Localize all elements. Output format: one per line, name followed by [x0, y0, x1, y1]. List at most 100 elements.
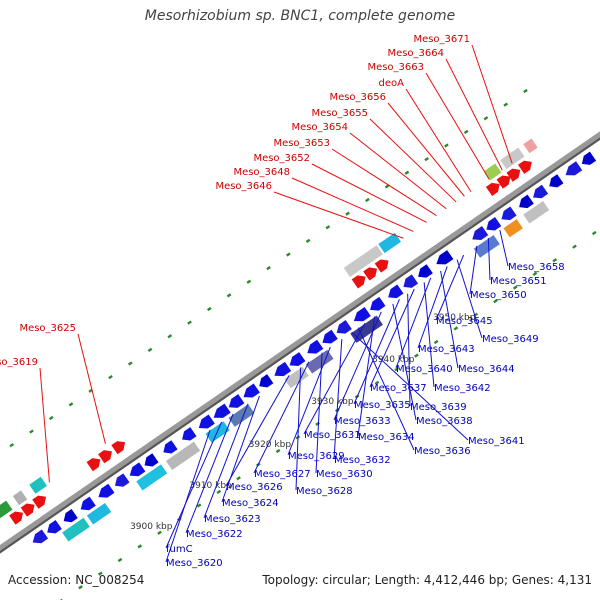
reverse-gene-label[interactable]: Meso_3640 [396, 364, 453, 375]
reverse-gene-label[interactable]: Meso_3644 [458, 364, 515, 375]
tick-mark [433, 339, 439, 345]
reverse-gene-arrow[interactable] [370, 296, 386, 311]
reverse-gene-label[interactable]: Meso_3634 [358, 432, 415, 443]
reverse-gene-arrow[interactable] [163, 440, 178, 454]
reverse-gene-label[interactable]: fumC [166, 544, 193, 555]
reverse-gene-label[interactable]: Meso_3622 [186, 529, 243, 540]
reverse-gene-arrow[interactable] [565, 161, 583, 176]
forward-gene-arrow[interactable] [9, 511, 24, 525]
reverse-gene-label[interactable]: Meso_3641 [468, 436, 525, 447]
scale-label: 3940 kbp [372, 355, 415, 365]
reverse-gene-arrow[interactable] [47, 519, 62, 534]
reverse-gene-label[interactable]: Meso_3635 [354, 400, 411, 411]
forward-gene-arrow[interactable] [111, 441, 126, 455]
reverse-gene-label[interactable]: Meso_3632 [334, 455, 391, 466]
reverse-gene-arrow[interactable] [403, 274, 419, 288]
forward-gene-label[interactable]: deoA [379, 78, 405, 89]
forward-gene-arrow[interactable] [86, 458, 101, 472]
reverse-gene-label[interactable]: Meso_3649 [482, 334, 539, 345]
forward-gene-label[interactable]: Meso_3652 [253, 153, 310, 164]
reverse-gene-label[interactable]: Meso_3658 [508, 262, 565, 273]
reverse-gene-arrow[interactable] [80, 496, 96, 511]
reverse-gene-arrow[interactable] [581, 151, 597, 165]
reverse-gene-label[interactable]: Meso_3650 [470, 290, 527, 301]
tick-mark [414, 353, 419, 358]
reverse-gene-arrow[interactable] [63, 508, 78, 523]
forward-gene-label[interactable]: Meso_3655 [311, 108, 368, 119]
reverse-gene-arrow[interactable] [259, 374, 274, 388]
reverse-gene-arrow[interactable] [182, 427, 197, 441]
forward-gene-label[interactable]: Meso_3656 [329, 92, 386, 103]
reverse-gene-arrow[interactable] [533, 184, 549, 199]
forward-gene-arrow[interactable] [98, 450, 112, 464]
reverse-gene-label[interactable]: Meso_3624 [222, 498, 279, 509]
tick-mark [127, 361, 133, 366]
tick-mark [48, 415, 54, 421]
forward-gene-label[interactable]: Meso_3654 [291, 122, 348, 133]
reverse-gene-arrow[interactable] [144, 453, 159, 467]
reverse-gene-label[interactable]: Meso_3642 [434, 383, 491, 394]
reverse-gene-label[interactable]: Meso_3628 [296, 486, 353, 497]
reverse-gene-label[interactable]: Meso_3633 [334, 416, 391, 427]
forward-gene-arrow[interactable] [518, 160, 532, 174]
reverse-gene-label[interactable]: Meso_3636 [414, 446, 471, 457]
reverse-gene-arrow[interactable] [32, 529, 49, 544]
reverse-gene-arrow[interactable] [114, 473, 130, 487]
reverse-gene-arrow[interactable] [388, 284, 404, 299]
topology-label: Topology: circular; Length: 4,412,446 bp… [262, 573, 592, 587]
reverse-gene-arrow[interactable] [198, 414, 215, 429]
label-leader-line [456, 259, 483, 339]
reverse-gene-label[interactable]: Meso_3631 [304, 430, 361, 441]
reverse-gene-label[interactable]: Meso_3626 [226, 482, 283, 493]
forward-gene-arrow[interactable] [506, 168, 521, 182]
reverse-gene-arrow[interactable] [519, 194, 534, 209]
reverse-gene-arrow[interactable] [289, 352, 306, 366]
reverse-gene-arrow[interactable] [336, 320, 352, 334]
forward-gene-label[interactable]: Meso_3625 [19, 323, 76, 334]
reverse-gene-arrow[interactable] [243, 383, 260, 398]
reverse-gene-arrow[interactable] [322, 329, 338, 344]
forward-gene-label[interactable]: Meso_3646 [215, 181, 272, 192]
forward-gene-arrow[interactable] [496, 175, 511, 189]
backbone [0, 131, 600, 552]
forward-gene-arrow[interactable] [485, 182, 500, 196]
reverse-gene-label[interactable]: Meso_3630 [316, 469, 373, 480]
reverse-gene-arrow[interactable] [274, 361, 292, 377]
forward-gene-label[interactable]: Meso_3671 [413, 34, 470, 45]
reverse-gene-label[interactable]: Meso_3620 [166, 558, 223, 569]
reverse-gene-arrow[interactable] [436, 250, 454, 265]
forward-gene-arrow[interactable] [351, 275, 366, 289]
forward-feature-tile [0, 500, 13, 519]
reverse-gene-arrow[interactable] [307, 339, 324, 354]
forward-gene-arrow[interactable] [20, 503, 35, 517]
reverse-gene-label[interactable]: Meso_3637 [370, 383, 427, 394]
reverse-gene-label[interactable]: Meso_3638 [416, 416, 473, 427]
reverse-gene-label[interactable]: Meso_3651 [490, 276, 547, 287]
tick-mark [572, 244, 577, 249]
reverse-gene-arrow[interactable] [228, 394, 245, 408]
forward-gene-label[interactable]: Meso_3619 [0, 357, 38, 368]
reverse-gene-label[interactable]: Meso_3627 [254, 469, 311, 480]
forward-gene-arrow[interactable] [363, 267, 378, 281]
forward-gene-label[interactable]: Meso_3653 [273, 138, 330, 149]
forward-gene-label[interactable]: Meso_3663 [367, 62, 424, 73]
reverse-gene-arrow[interactable] [501, 206, 517, 221]
label-leader-line [333, 311, 382, 421]
reverse-gene-arrow[interactable] [213, 403, 231, 418]
reverse-gene-label[interactable]: Meso_3639 [410, 402, 467, 413]
reverse-gene-arrow[interactable] [418, 264, 433, 278]
reverse-gene-label[interactable]: Meso_3643 [418, 344, 475, 355]
reverse-gene-arrow[interactable] [486, 217, 502, 231]
reverse-gene-arrow[interactable] [98, 483, 115, 498]
reverse-gene-label[interactable]: Meso_3623 [204, 514, 261, 525]
reverse-gene-arrow[interactable] [472, 226, 489, 240]
reverse-gene-label[interactable]: Meso_3629 [288, 451, 345, 462]
forward-gene-arrow[interactable] [32, 495, 47, 509]
reverse-gene-arrow[interactable] [549, 174, 564, 188]
forward-gene-arrow[interactable] [374, 259, 389, 273]
forward-gene-label[interactable]: Meso_3664 [387, 48, 444, 59]
forward-gene-label[interactable]: Meso_3648 [233, 167, 290, 178]
reverse-gene-label[interactable]: Meso_3645 [436, 316, 493, 327]
reverse-gene-arrow[interactable] [129, 462, 146, 477]
reverse-gene-arrow[interactable] [353, 306, 371, 322]
